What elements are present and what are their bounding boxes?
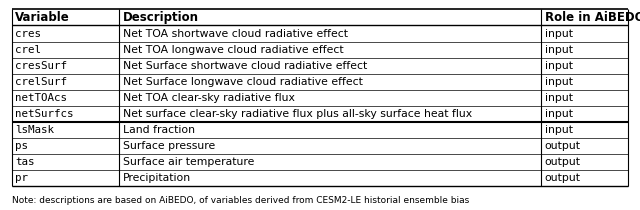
Text: Net TOA clear-sky radiative flux: Net TOA clear-sky radiative flux	[124, 93, 295, 103]
Text: Net Surface longwave cloud radiative effect: Net Surface longwave cloud radiative eff…	[124, 77, 364, 87]
Text: input: input	[545, 93, 573, 103]
Text: Net TOA shortwave cloud radiative effect: Net TOA shortwave cloud radiative effect	[124, 29, 348, 38]
Text: input: input	[545, 125, 573, 135]
Text: input: input	[545, 29, 573, 38]
Text: cresSurf: cresSurf	[15, 60, 67, 71]
Text: input: input	[545, 109, 573, 119]
Text: ps: ps	[15, 141, 28, 151]
Text: tas: tas	[15, 157, 35, 167]
Text: Net surface clear-sky radiative flux plus all-sky surface heat flux: Net surface clear-sky radiative flux plu…	[124, 109, 472, 119]
Text: Surface pressure: Surface pressure	[124, 141, 216, 151]
Text: Precipitation: Precipitation	[124, 173, 191, 183]
Text: Variable: Variable	[15, 11, 70, 24]
Text: Land fraction: Land fraction	[124, 125, 195, 135]
Text: crel: crel	[15, 45, 42, 55]
Text: lsMask: lsMask	[15, 125, 54, 135]
Text: cres: cres	[15, 29, 42, 38]
Text: input: input	[545, 77, 573, 87]
Text: output: output	[545, 173, 580, 183]
Text: output: output	[545, 141, 580, 151]
Text: Description: Description	[124, 11, 199, 24]
Text: output: output	[545, 157, 580, 167]
Text: Net TOA longwave cloud radiative effect: Net TOA longwave cloud radiative effect	[124, 45, 344, 55]
Text: netTOAcs: netTOAcs	[15, 93, 67, 103]
Text: crelSurf: crelSurf	[15, 77, 67, 87]
Text: Role in AiBEDO: Role in AiBEDO	[545, 11, 640, 24]
Text: input: input	[545, 45, 573, 55]
Text: Surface air temperature: Surface air temperature	[124, 157, 255, 167]
Text: input: input	[545, 60, 573, 71]
Text: Note: descriptions are based on AiBEDO, of variables derived from CESM2-LE histo: Note: descriptions are based on AiBEDO, …	[12, 196, 468, 205]
Text: Net Surface shortwave cloud radiative effect: Net Surface shortwave cloud radiative ef…	[124, 60, 367, 71]
Text: netSurfcs: netSurfcs	[15, 109, 74, 119]
Text: pr: pr	[15, 173, 28, 183]
